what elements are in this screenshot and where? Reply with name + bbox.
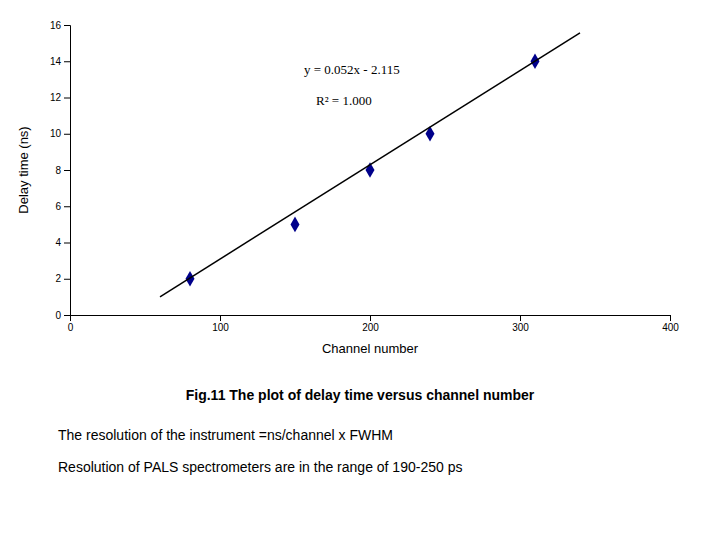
x-axis-title: Channel number bbox=[322, 341, 419, 356]
tick-label: 0 bbox=[55, 310, 61, 321]
tick-mark bbox=[520, 315, 521, 321]
tick-label: 200 bbox=[362, 322, 379, 333]
tick-label: 6 bbox=[55, 201, 61, 212]
tick: 4 bbox=[55, 237, 70, 248]
tick-label: 2 bbox=[55, 273, 61, 284]
y-axis: 0 2 4 6 8 10 12 14 16 bbox=[50, 20, 71, 321]
tick-label: 4 bbox=[55, 237, 61, 248]
tick: 100 bbox=[212, 315, 229, 333]
tick: 6 bbox=[55, 201, 70, 212]
axis-line bbox=[71, 316, 671, 322]
axis-line bbox=[64, 26, 71, 316]
tick: 0 bbox=[55, 310, 70, 321]
annotation: y = 0.052x - 2.115 bbox=[304, 62, 400, 77]
tick-mark bbox=[64, 61, 70, 62]
fit-line bbox=[160, 33, 580, 297]
tick-mark bbox=[64, 170, 70, 171]
tick-label: 100 bbox=[212, 322, 229, 333]
x-axis: 0 100 200 300 400 bbox=[68, 315, 680, 333]
tick-label: 0 bbox=[68, 322, 74, 333]
caption: Fig.11 The plot of delay time versus cha… bbox=[186, 387, 535, 403]
tick-label: 400 bbox=[662, 322, 679, 333]
plot: 0 100 200 300 400 0 2 4 6 8 10 12 14 16 Channel number… bbox=[16, 20, 679, 356]
chart: 0 100 200 300 400 0 2 4 6 8 10 12 14 16 Channel number… bbox=[0, 0, 720, 540]
tick-mark bbox=[64, 98, 70, 99]
note: Resolution of PALS spectrometers are in … bbox=[58, 459, 462, 475]
tick: 12 bbox=[50, 92, 70, 103]
tick: 14 bbox=[50, 56, 70, 67]
tick-mark bbox=[370, 315, 371, 321]
tick-mark bbox=[220, 315, 221, 321]
tick-label: 16 bbox=[50, 20, 62, 31]
tick-mark bbox=[64, 134, 70, 135]
tick-label: 300 bbox=[512, 322, 529, 333]
tick: 16 bbox=[50, 20, 70, 31]
tick-label: 8 bbox=[55, 165, 61, 176]
tick-label: 10 bbox=[50, 128, 62, 139]
tick-mark bbox=[670, 315, 671, 321]
tick-mark bbox=[64, 206, 70, 207]
tick-mark bbox=[64, 315, 70, 316]
annotation: R² = 1.000 bbox=[316, 93, 372, 108]
tick: 400 bbox=[662, 315, 679, 333]
tick-mark bbox=[64, 243, 70, 244]
y-axis-title: Delay time (ns) bbox=[16, 126, 31, 213]
tick: 10 bbox=[50, 128, 70, 139]
tick: 8 bbox=[55, 165, 70, 176]
tick: 300 bbox=[512, 315, 529, 333]
tick-label: 12 bbox=[50, 92, 62, 103]
tick: 0 bbox=[68, 315, 74, 333]
note: The resolution of the instrument =ns/cha… bbox=[58, 427, 393, 443]
tick-mark bbox=[64, 279, 70, 280]
point bbox=[291, 217, 300, 233]
tick: 2 bbox=[55, 273, 70, 284]
tick-mark bbox=[64, 25, 70, 26]
marks bbox=[160, 33, 580, 297]
tick-label: 14 bbox=[50, 56, 62, 67]
tick: 200 bbox=[362, 315, 379, 333]
